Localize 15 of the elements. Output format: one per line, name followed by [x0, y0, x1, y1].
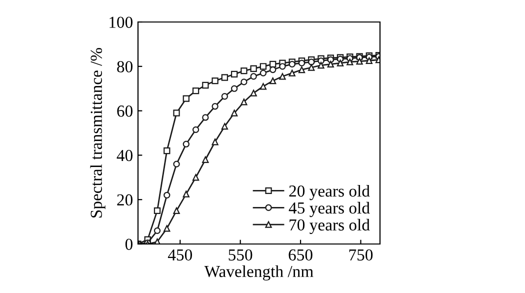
- y-tick-label: 100: [110, 16, 133, 28]
- legend-label: 45 years old: [288, 202, 370, 218]
- x-tick-label: 550: [228, 249, 252, 261]
- y-tick-label: 80: [117, 61, 133, 72]
- x-tick-label: 650: [288, 249, 312, 261]
- legend-label: 20 years old: [289, 184, 370, 200]
- x-axis-title: Wavelength /nm: [204, 265, 314, 281]
- y-tick-label: 60: [117, 106, 133, 117]
- y-tick-label: 0: [125, 238, 133, 250]
- y-tick-label: 20: [117, 194, 133, 206]
- x-tick-label: 450: [168, 249, 192, 261]
- legend-label: 70 years old: [290, 218, 370, 234]
- x-tick-label: 750: [349, 249, 373, 261]
- y-axis-title: Spectral transmittance /%: [90, 48, 106, 218]
- y-tick-label: 40: [116, 150, 133, 162]
